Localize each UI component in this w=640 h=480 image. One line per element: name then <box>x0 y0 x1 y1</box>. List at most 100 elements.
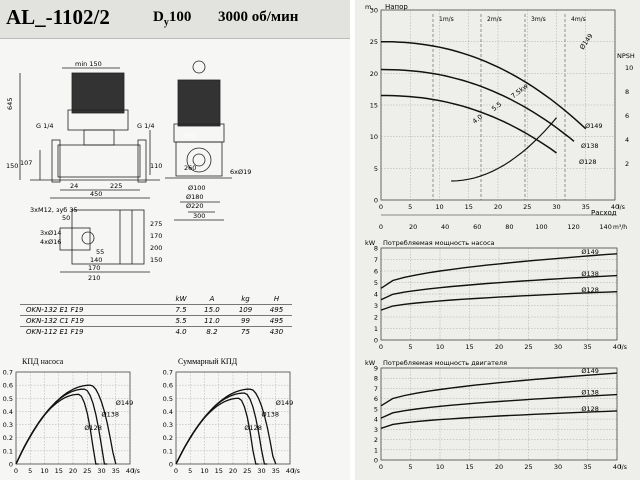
eff_pump-curve-label: Ø149 <box>116 399 134 407</box>
cell: 8.2 <box>193 326 231 337</box>
npsh-tick: 2 <box>625 160 629 168</box>
pow_motor-curve-1 <box>380 393 618 419</box>
cell: 5.5 <box>168 315 194 327</box>
dim-3x14: 3xØ14 <box>40 229 61 237</box>
pow_motor-curve-label: Ø138 <box>581 389 599 397</box>
cell: 4.0 <box>168 326 194 337</box>
dim-200: 200 <box>150 244 162 252</box>
dim-150: 150 <box>6 162 18 170</box>
dim-min150: min 150 <box>75 60 102 68</box>
eff_pump-x-tick: 35 <box>112 467 120 475</box>
dim-300: 300 <box>193 212 205 220</box>
cell: 7.5 <box>168 304 194 316</box>
pow_motor-y-tick: 7 <box>374 385 378 393</box>
eff_total-x-tick: 0 <box>174 467 178 475</box>
eff_pump-y-tick: 0.5 <box>3 395 13 403</box>
pow_pump-y-tick: 7 <box>374 256 378 264</box>
pow_pump-y-tick: 1 <box>374 325 378 333</box>
dim-140: 140 <box>90 256 102 264</box>
x2-tick: 40 <box>441 223 449 231</box>
velocity-label: 1m/s <box>439 16 454 23</box>
nominal-diameter: Dy100 <box>153 9 191 28</box>
pow_pump-x-tick: 30 <box>554 343 562 351</box>
pow_motor-y-tick: 1 <box>374 446 378 454</box>
head-curve-2 <box>381 94 557 154</box>
dim-d100: Ø100 <box>188 184 206 192</box>
eyebolt <box>192 60 206 74</box>
head-x-tick: 10 <box>435 203 443 211</box>
eff_pump-x-tick: 0 <box>14 467 18 475</box>
eff_total-x-tick: 5 <box>188 467 192 475</box>
cell: OKN-132 E1 F19 <box>20 304 169 316</box>
head-x-tick: 40 <box>611 203 619 211</box>
pow_motor-y-tick: 8 <box>374 375 378 383</box>
dim-d180: Ø180 <box>186 193 204 201</box>
pow_motor-x-tick: 30 <box>554 463 562 471</box>
dim-210: 210 <box>88 274 100 282</box>
power-limit-label: 4.0 <box>471 113 484 126</box>
eff_pump-curve-label: Ø128 <box>84 424 102 432</box>
eff_total-y-tick: 0.7 <box>163 369 173 377</box>
dim-d220: Ø220 <box>186 202 204 210</box>
dim-g14b: G 1/4 <box>137 122 155 130</box>
head-x-tick: 25 <box>523 203 531 211</box>
dim-150b: 150 <box>150 256 162 264</box>
pow_pump-y-tick: 6 <box>374 268 378 276</box>
eff_pump-y-tick: 0.4 <box>3 408 13 416</box>
title-bar: AL_-1102/2 Dy100 3000 об/мин <box>0 0 350 39</box>
cell: 495 <box>260 304 292 316</box>
head-y-tick: 15 <box>370 102 378 110</box>
pow_motor-x-tick: 20 <box>495 463 503 471</box>
eff-pump-chart: 0.7 0.6 0.5 0.4 0.3 0.2 0.1 00 5 10 15 20 25 30 35 40l/… <box>3 369 140 476</box>
pow_motor-curve-label: Ø149 <box>581 367 599 375</box>
eff_total-curve-label: Ø128 <box>244 424 262 432</box>
pow_pump-x-tick: 5 <box>408 343 412 351</box>
eff_pump-x-tick: 20 <box>69 467 77 475</box>
pow_motor-y-tick: 3 <box>374 426 378 434</box>
col-h: H <box>273 295 280 303</box>
dim-g14: G 1/4 <box>36 122 54 130</box>
dim-55: 55 <box>96 248 104 256</box>
velocity-label: 3m/s <box>531 16 546 23</box>
x2-tick: 120 <box>567 223 579 231</box>
eff_pump-x-unit: l/s <box>133 468 140 475</box>
eff_total-x-tick: 25 <box>243 467 251 475</box>
eff_pump-y-tick: 0.3 <box>3 421 13 429</box>
eff_total-x-tick: 30 <box>257 467 265 475</box>
cell: OKN-112 E1 F19 <box>20 326 169 337</box>
dim-3m12: 3xM12, зуб 35 <box>30 206 78 214</box>
eff-total-title: Суммарный КПД <box>178 357 238 366</box>
npsh-tick: 8 <box>625 88 629 96</box>
head-curve-label: Ø138 <box>581 142 599 150</box>
dim-275: 275 <box>150 220 162 228</box>
outlet-circle <box>186 147 212 173</box>
pow_motor-x-tick: 0 <box>379 463 383 471</box>
eff_total-y-tick: 0 <box>169 461 173 469</box>
head-curve-label: Ø128 <box>579 158 597 166</box>
head-curve-1 <box>380 68 575 142</box>
pump-body-front <box>175 141 223 177</box>
dimension-drawing: min 150 645 107 150 G 1/4 G 1/4 225 24 4… <box>6 60 251 282</box>
pow_pump-x-tick: 15 <box>465 343 473 351</box>
x2-tick: 140 <box>599 223 611 231</box>
dim-4x16: 4xØ16 <box>40 238 61 246</box>
col-a: A <box>209 295 215 303</box>
pow_pump-y-tick: 4 <box>374 291 378 299</box>
pow_motor-y-tick: 6 <box>374 395 378 403</box>
eff_pump-y-tick: 0.7 <box>3 369 13 377</box>
eff_pump-curve-2 <box>15 393 99 465</box>
right-sheet: 30 25 20 15 10 5 0 0 5 10 15 20 25 30 35 40 l/s Напор m NPS… <box>355 0 640 480</box>
flange-left <box>51 139 61 183</box>
eff_total-curve-label: Ø149 <box>276 399 294 407</box>
dim-450: 450 <box>90 190 102 198</box>
cell: 11.0 <box>193 315 231 327</box>
pow_motor-x-tick: 10 <box>436 463 444 471</box>
dn-label: D <box>153 9 164 25</box>
eff_total-x-tick: 15 <box>215 467 223 475</box>
eff_total-curve-label: Ø138 <box>262 411 280 419</box>
cell: 75 <box>230 326 261 337</box>
pow_motor-x-unit: l/s <box>620 464 627 471</box>
eff_pump-y-tick: 0 <box>9 461 13 469</box>
